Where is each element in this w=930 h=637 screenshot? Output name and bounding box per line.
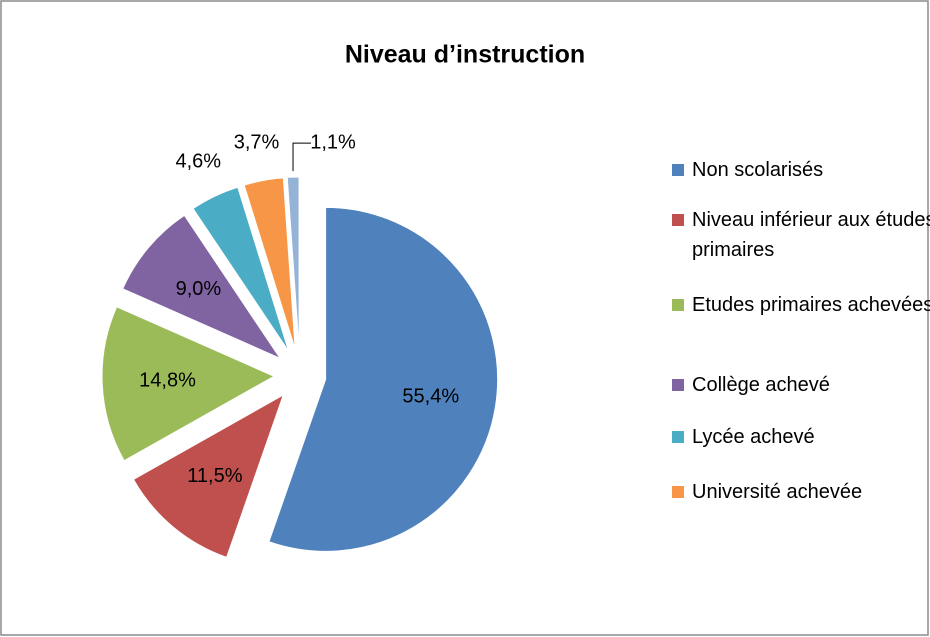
legend-entry: Etudes primaires achevées bbox=[672, 290, 930, 320]
data-label: 55,4% bbox=[402, 385, 459, 407]
pie-slice bbox=[101, 306, 276, 462]
legend-label: Niveau inférieur aux études primaires bbox=[692, 209, 930, 261]
pie-slice bbox=[286, 176, 300, 350]
legend-label: Collège achevé bbox=[692, 374, 830, 396]
chart-title: Niveau d’instruction bbox=[345, 41, 585, 69]
legend-swatch bbox=[672, 486, 684, 498]
legend-label: Etudes primaires achevées bbox=[692, 294, 930, 316]
data-label: 14,8% bbox=[139, 370, 196, 392]
legend-label: Université achevée bbox=[692, 481, 863, 503]
data-label: 1,1% bbox=[310, 131, 356, 153]
leader-line bbox=[292, 142, 312, 172]
legend-entry: Niveau inférieur aux études primaires bbox=[672, 205, 930, 265]
legend-entry: Non scolarisés bbox=[672, 155, 930, 185]
legend-label: Non scolarisés bbox=[692, 159, 824, 181]
pie-slice bbox=[243, 177, 296, 350]
pie-slice bbox=[192, 186, 290, 352]
legend-swatch bbox=[672, 164, 684, 176]
legend-swatch bbox=[672, 214, 684, 226]
legend-swatch bbox=[672, 299, 684, 311]
legend-entry: Lycée achevé bbox=[672, 422, 930, 452]
legend-swatch bbox=[672, 431, 684, 443]
data-label: 3,7% bbox=[234, 131, 280, 153]
pie-slice bbox=[132, 393, 285, 558]
data-label: 11,5% bbox=[187, 465, 242, 487]
legend-entry: Université achevée bbox=[672, 477, 930, 507]
legend-swatch bbox=[672, 379, 684, 391]
data-label: 9,0% bbox=[176, 278, 222, 300]
pie-slice bbox=[268, 206, 499, 552]
data-label: 4,6% bbox=[175, 150, 221, 172]
legend-label: Lycée achevé bbox=[692, 426, 815, 448]
legend-entry: Collège achevé bbox=[672, 370, 930, 400]
pie-slice bbox=[122, 214, 282, 360]
